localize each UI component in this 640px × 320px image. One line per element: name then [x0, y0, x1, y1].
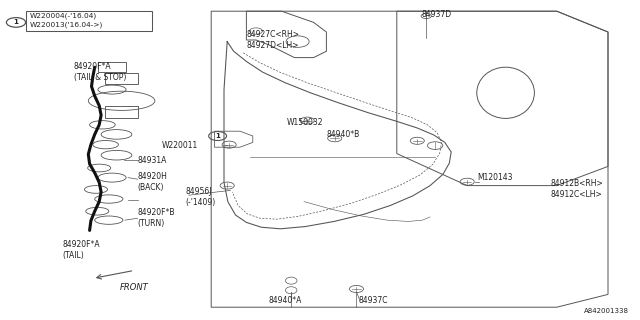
Text: FRONT: FRONT [120, 283, 148, 292]
Text: 84931A: 84931A [138, 156, 167, 164]
Text: A842001338: A842001338 [584, 308, 628, 314]
Text: 84956J
(-'1409): 84956J (-'1409) [186, 187, 216, 207]
Text: W150032: W150032 [287, 118, 323, 127]
Text: 84937D: 84937D [421, 10, 451, 19]
Text: M120143: M120143 [477, 173, 512, 182]
Text: 84937C: 84937C [358, 296, 388, 305]
Text: 1: 1 [13, 20, 19, 25]
Text: 84920F*B
(TURN): 84920F*B (TURN) [138, 208, 175, 228]
Text: 84920F*A
(TAIL): 84920F*A (TAIL) [63, 240, 100, 260]
Text: 84920F*A
(TAIL & STOP): 84920F*A (TAIL & STOP) [74, 62, 126, 82]
Text: 84912B<RH>
84912C<LH>: 84912B<RH> 84912C<LH> [550, 180, 603, 199]
Text: 1: 1 [215, 133, 220, 139]
Text: 84927C<RH>
84927D<LH>: 84927C<RH> 84927D<LH> [246, 30, 300, 50]
Text: W220004(-'16.04): W220004(-'16.04) [30, 12, 97, 19]
Text: W220013('16.04->): W220013('16.04->) [30, 21, 104, 28]
Text: 84940*B: 84940*B [326, 130, 360, 139]
Text: 84940*A: 84940*A [269, 296, 302, 305]
Text: W220011: W220011 [162, 141, 198, 150]
Text: 84920H
(BACK): 84920H (BACK) [138, 172, 168, 192]
